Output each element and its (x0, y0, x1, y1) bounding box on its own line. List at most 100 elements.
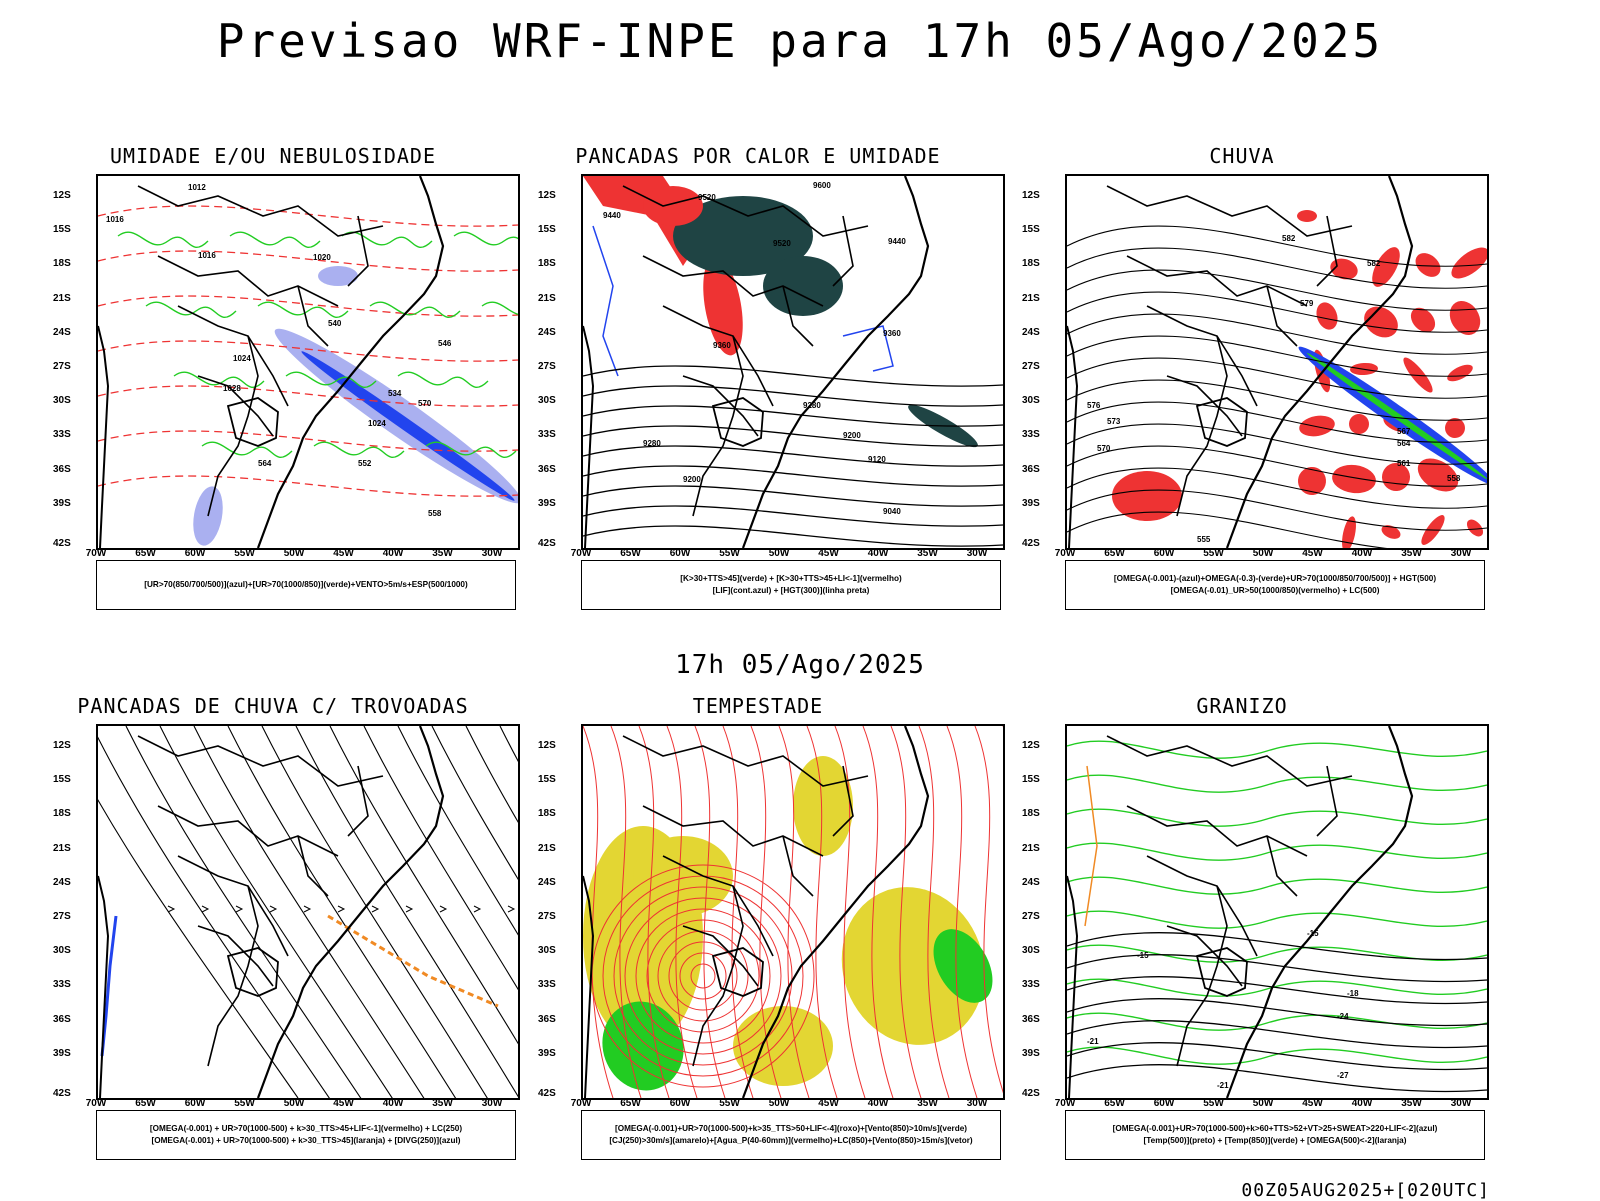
lif-contour (592, 225, 619, 377)
streamline-arrow (439, 905, 448, 913)
lat-tick-label: 27S (53, 911, 71, 922)
lat-tick-label: 42S (538, 538, 556, 549)
lat-tick-label: 36S (53, 1013, 71, 1025)
lon-tick-label: 55W (719, 548, 740, 559)
contour-label: -18 (1347, 989, 1359, 998)
water-contour (613, 886, 793, 1066)
coastline (98, 875, 110, 1098)
valid-time-title: 17h 05/Ago/2025 (675, 650, 925, 680)
water-contour (657, 930, 749, 1022)
panel-title: PANCADAS POR CALOR E UMIDADE (575, 144, 941, 168)
lat-tick-label: 36S (538, 1013, 556, 1025)
legend-line-1: [OMEGA(-0.001)+UR>70(1000-500)+k>60+TTS>… (1112, 1124, 1438, 1133)
contour-label: 552 (358, 459, 372, 468)
lat-tick-label: 27S (1022, 361, 1040, 372)
rain-red (1381, 525, 1401, 539)
streamline (806, 726, 838, 1098)
panel-legend: [K>30+TTS>45](verde) + [K>30+TTS>45+LI<-… (581, 560, 1001, 610)
contour-line (583, 525, 1003, 547)
omega-green (1306, 352, 1487, 480)
shaded-area (318, 266, 358, 286)
lat-tick-label: 18S (538, 258, 556, 270)
lon-tick-label: 65W (135, 1098, 156, 1109)
lat-tick-label: 15S (1022, 224, 1040, 236)
streamline (193, 726, 425, 1098)
lat-tick-label: 27S (53, 361, 71, 372)
country-border (207, 335, 259, 517)
lat-tick-label: 21S (538, 292, 556, 304)
humidity-contour (397, 371, 489, 388)
humidity-contour (369, 301, 461, 318)
streamline (227, 726, 457, 1098)
map-svg: 1012 1016 1016 1020 1024 1028 1024 570 564 558 552… (98, 176, 518, 548)
contour-line (1067, 357, 1487, 399)
legend-line-1: [UR>70(850/700/500)](azul)+[UR>70(1000/8… (144, 580, 468, 589)
rain-red (1447, 364, 1473, 382)
contour-line (1067, 313, 1487, 355)
lat-tick-label: 12S (1022, 740, 1040, 751)
contour-line (1067, 401, 1487, 443)
country-border (642, 255, 824, 307)
lat-tick-label: 33S (1022, 979, 1040, 991)
thunder-orange (327, 914, 499, 1008)
lat-tick-label: 15S (53, 224, 71, 236)
country-border (1316, 765, 1338, 837)
contour-line (1067, 998, 1487, 1027)
contour-label: -21 (1087, 1037, 1099, 1046)
country-border (782, 285, 814, 347)
contour-line (1067, 423, 1487, 465)
rain-red (1332, 464, 1376, 494)
streamline (974, 726, 1003, 1094)
streamline-arrow (473, 905, 482, 913)
contour-line (1067, 445, 1487, 487)
temp850-contour (1067, 740, 1487, 759)
contour-label: 564 (258, 459, 272, 468)
country-border (711, 397, 764, 447)
lat-tick-label: 30S (538, 945, 556, 957)
streamline (666, 726, 698, 1098)
lon-tick-label: 60W (669, 1098, 691, 1109)
streamline (98, 799, 299, 1098)
lon-tick-label: 70W (1054, 548, 1076, 559)
contour-line (98, 205, 518, 227)
country-border (1166, 375, 1243, 437)
contour-line (98, 250, 518, 272)
streamline (862, 726, 894, 1098)
contour-label: 567 (1397, 427, 1411, 436)
country-border (711, 947, 764, 997)
contour-label: -27 (1337, 1071, 1349, 1080)
lon-tick-label: 30W (481, 1098, 503, 1109)
contour-line (583, 365, 1003, 387)
lat-tick-label: 30S (538, 395, 556, 407)
contour-label: -21 (1217, 1081, 1229, 1090)
water-contour (635, 908, 771, 1044)
streamline (98, 736, 330, 1098)
contour-line (1067, 1042, 1487, 1071)
humidity-contour (481, 301, 518, 315)
instability-green (673, 196, 813, 276)
coastline (1225, 726, 1414, 1098)
coastline (98, 325, 110, 548)
lon-tick-label: 40W (867, 548, 889, 559)
lon-tick-label: 35W (917, 548, 938, 559)
panel-legend: [OMEGA(-0.001)-(azul)+OMEGA(-0.3)-(verde… (1065, 560, 1485, 610)
contour-label: 9280 (803, 401, 821, 410)
legend-line-1: [OMEGA(-0.001) + UR>70(1000-500) + k>30_… (149, 1124, 463, 1133)
lon-tick-label: 40W (382, 1098, 404, 1109)
contour-line (1067, 976, 1487, 1005)
contour-label: 9200 (843, 431, 861, 440)
water-contour (679, 952, 727, 1000)
contour-label: 9040 (883, 507, 901, 516)
lon-tick-label: 35W (917, 1098, 938, 1109)
contour-line (1067, 932, 1487, 961)
rain-red (1298, 467, 1326, 495)
lon-tick-label: 60W (1153, 1098, 1175, 1109)
rain-red (1417, 458, 1459, 492)
lat-tick-label: 21S (1022, 292, 1040, 304)
country-border (1106, 185, 1353, 237)
lat-tick-label: 36S (1022, 1013, 1040, 1025)
map-frame (581, 724, 1005, 1100)
panel-title: GRANIZO (1196, 694, 1288, 718)
contour-label: 1024 (233, 354, 251, 363)
